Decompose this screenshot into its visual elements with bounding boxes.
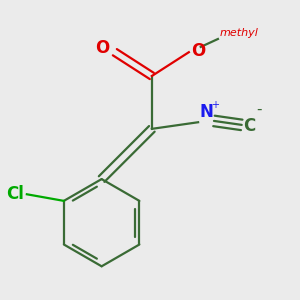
- Text: O: O: [95, 39, 110, 57]
- Text: Cl: Cl: [6, 185, 24, 203]
- Text: +: +: [211, 100, 219, 110]
- Text: O: O: [191, 42, 206, 60]
- Text: N: N: [200, 103, 213, 121]
- Text: -: -: [256, 102, 262, 117]
- Text: methyl: methyl: [219, 28, 258, 38]
- Text: C: C: [243, 117, 255, 135]
